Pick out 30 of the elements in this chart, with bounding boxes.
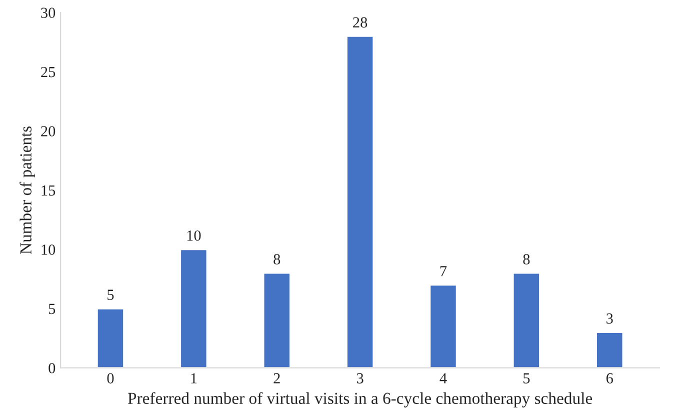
data-label: 5 — [108, 290, 114, 300]
y-axis-title: Number of patients — [20, 126, 35, 254]
data-label: 8 — [523, 254, 530, 264]
x-tick-label: 3 — [356, 373, 364, 384]
data-label: 8 — [274, 254, 280, 264]
bar — [512, 272, 540, 368]
y-tick-label: 5 — [48, 304, 56, 314]
y-tick-label: 25 — [41, 66, 56, 78]
data-label: 7 — [440, 266, 447, 276]
y-tick-label: 20 — [41, 126, 56, 136]
data-label: 28 — [353, 17, 368, 28]
data-label: 3 — [606, 313, 613, 324]
x-tick-label: 5 — [524, 373, 530, 384]
x-tick-label: 2 — [274, 373, 280, 384]
x-tick-label: 1 — [191, 373, 197, 384]
y-tick-label: 0 — [48, 362, 56, 374]
y-tick-label: 30 — [41, 8, 56, 18]
x-axis-title: Preferred number of virtual visits in a 6-cycle chemotherapy schedule — [128, 392, 592, 408]
bar — [180, 248, 208, 368]
x-tick-label: 4 — [440, 373, 447, 384]
bar — [346, 36, 374, 368]
bar — [429, 284, 458, 368]
y-tick-label: 10 — [42, 244, 56, 255]
x-tick-label: 6 — [606, 373, 613, 384]
y-tick-label: 15 — [42, 185, 56, 196]
bar — [596, 332, 624, 368]
data-label: 10 — [187, 230, 201, 241]
bar — [96, 308, 124, 368]
x-tick-label: 0 — [107, 373, 114, 384]
bar — [262, 272, 291, 368]
